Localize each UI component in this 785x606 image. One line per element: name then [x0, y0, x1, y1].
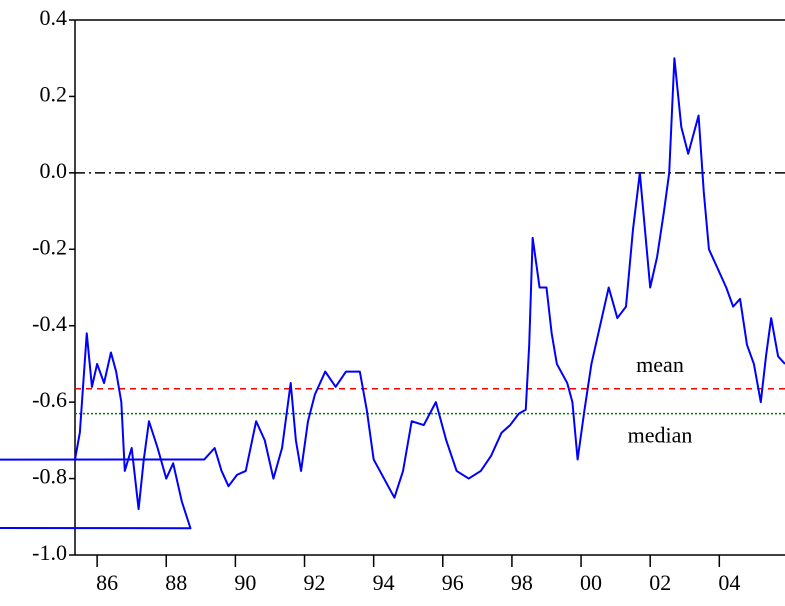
- y-tick-label: -0.2: [32, 234, 67, 259]
- y-tick-label: -0.6: [32, 387, 67, 412]
- reference-label: median: [628, 423, 693, 448]
- y-tick-label: -1.0: [32, 540, 67, 565]
- x-tick-label: 02: [649, 570, 671, 595]
- data-line: [0, 57, 785, 530]
- x-tick-label: 96: [442, 570, 464, 595]
- x-tick-label: 94: [373, 570, 395, 595]
- y-tick-label: 0.4: [40, 5, 68, 30]
- x-tick-label: 86: [96, 570, 118, 595]
- x-tick-label: 88: [165, 570, 187, 595]
- y-tick-label: 0.2: [40, 81, 68, 106]
- y-tick-label: 0.0: [40, 158, 68, 183]
- x-tick-label: 00: [580, 570, 602, 595]
- x-tick-label: 98: [511, 570, 533, 595]
- y-tick-label: -0.8: [32, 464, 67, 489]
- x-tick-label: 90: [234, 570, 256, 595]
- x-tick-label: 92: [304, 570, 326, 595]
- x-tick-label: 04: [718, 570, 740, 595]
- reference-label: mean: [636, 352, 684, 377]
- y-tick-label: -0.4: [32, 311, 67, 336]
